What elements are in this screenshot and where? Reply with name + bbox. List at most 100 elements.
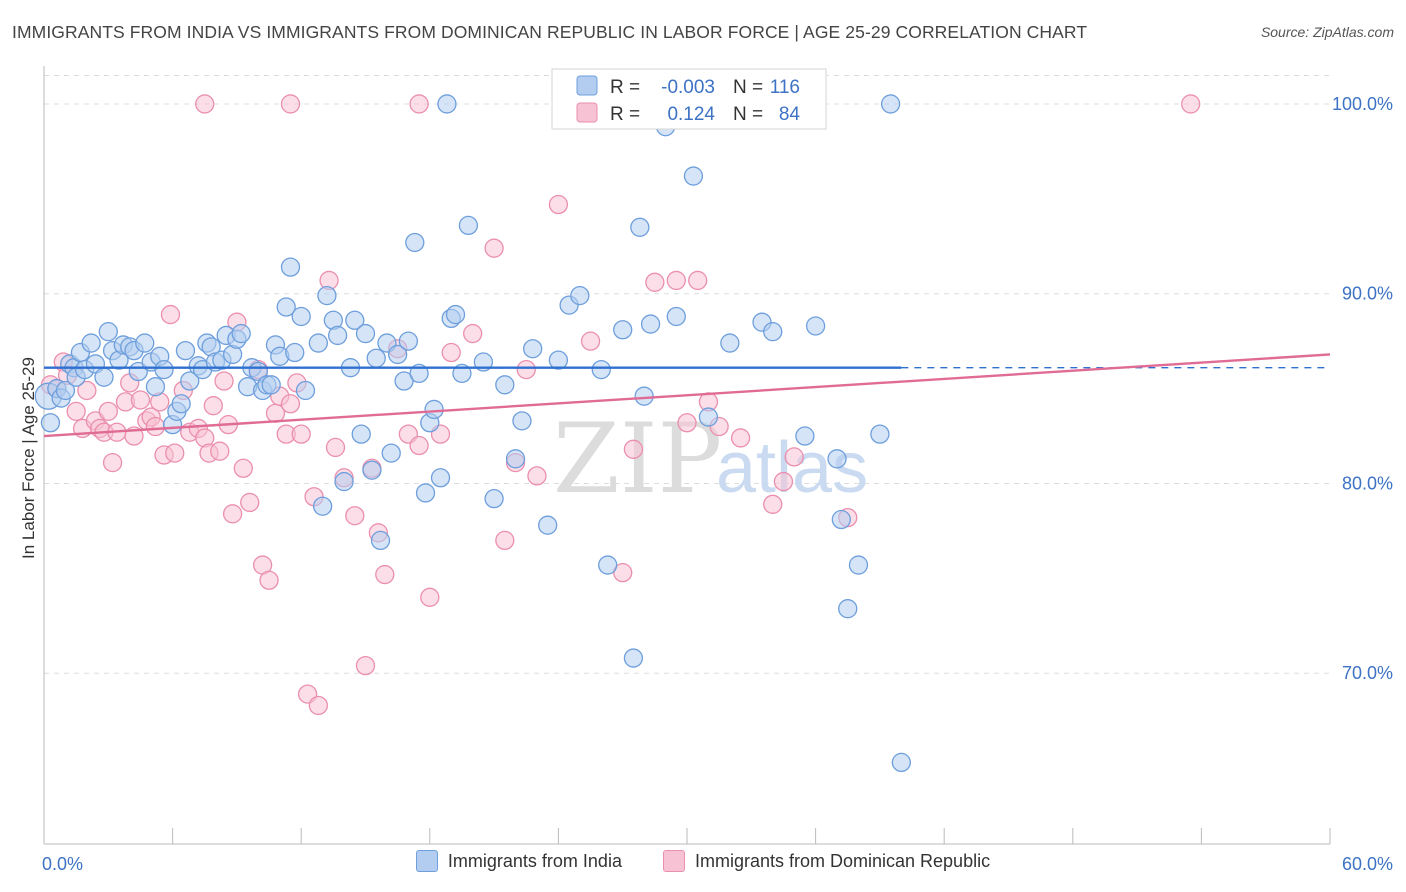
data-point-dominican-republic xyxy=(222,504,243,524)
data-point-india xyxy=(634,386,654,406)
gridlines xyxy=(44,74,1330,674)
data-point-dominican-republic xyxy=(666,270,686,291)
x-tick-label-min: 0.0% xyxy=(42,854,83,874)
data-point-india xyxy=(640,314,661,334)
trend-lines xyxy=(43,353,1331,438)
data-point-dominican-republic xyxy=(214,371,234,391)
data-point-india xyxy=(698,407,719,427)
chart-title: IMMIGRANTS FROM INDIA VS IMMIGRANTS FROM… xyxy=(12,22,1088,42)
data-point-india xyxy=(484,488,504,509)
data-point-india xyxy=(81,333,101,353)
source-note: Source: ZipAtlas.com xyxy=(1260,24,1394,40)
data-point-india xyxy=(445,304,466,325)
data-point-dominican-republic xyxy=(677,413,697,433)
data-point-dominican-republic xyxy=(233,458,253,478)
data-point-india xyxy=(285,342,305,363)
data-point-india xyxy=(795,426,815,446)
data-point-india xyxy=(327,325,348,346)
data-point-india xyxy=(317,285,337,306)
data-point-india xyxy=(891,752,911,773)
data-point-india xyxy=(261,375,281,395)
data-point-dominican-republic xyxy=(548,194,569,215)
data-point-dominican-republic xyxy=(325,437,346,458)
data-point-india xyxy=(831,509,851,530)
data-point-dominican-republic xyxy=(784,447,804,467)
data-point-dominican-republic xyxy=(375,564,395,585)
data-point-india xyxy=(154,359,174,380)
series-dominican-republic-points xyxy=(40,94,1201,716)
x-tick-labels: 0.0% 60.0% xyxy=(42,854,1393,874)
y-tick-label: 90.0% xyxy=(1342,284,1393,304)
axes xyxy=(43,66,1331,845)
data-point-dominican-republic xyxy=(495,530,515,551)
data-point-india xyxy=(613,320,633,340)
data-point-dominican-republic xyxy=(308,695,328,716)
legend-item-india[interactable]: Immigrants from India xyxy=(415,850,622,872)
data-point-india xyxy=(623,648,644,668)
dr-n-value: 84 xyxy=(779,104,801,125)
legend-item-dominican-republic[interactable]: Immigrants from Dominican Republic xyxy=(662,850,990,872)
data-point-dominican-republic xyxy=(527,466,547,486)
data-point-india xyxy=(145,377,166,397)
data-point-india xyxy=(55,380,76,401)
data-point-india xyxy=(370,530,391,551)
data-point-india xyxy=(387,344,408,365)
data-point-india xyxy=(720,333,740,353)
data-point-india xyxy=(40,413,61,433)
data-point-india xyxy=(848,555,869,575)
data-point-india xyxy=(175,340,196,361)
data-point-india xyxy=(505,449,526,469)
data-point-india xyxy=(362,460,382,480)
data-point-dominican-republic xyxy=(409,94,429,114)
data-point-dominican-republic xyxy=(355,655,376,676)
data-point-india xyxy=(827,449,847,469)
data-point-dominican-republic xyxy=(145,416,166,437)
legend-label-india: Immigrants from India xyxy=(447,850,622,871)
india-r-value: -0.003 xyxy=(661,77,715,98)
data-point-dominican-republic xyxy=(345,506,365,526)
data-point-dominican-republic xyxy=(102,452,123,473)
data-point-dominican-republic xyxy=(160,304,181,325)
data-point-india xyxy=(276,297,296,317)
data-point-dominican-republic xyxy=(730,428,751,448)
legend-swatch-india xyxy=(415,850,438,872)
data-point-dominican-republic xyxy=(409,435,429,456)
data-point-dominican-republic xyxy=(613,562,633,583)
data-point-india xyxy=(538,515,558,535)
data-point-india xyxy=(570,285,590,306)
data-point-india xyxy=(598,555,618,575)
x-tick-label-max: 60.0% xyxy=(1342,854,1393,874)
series-india-points xyxy=(34,94,911,773)
data-point-dominican-republic xyxy=(484,238,504,258)
data-point-india xyxy=(280,257,301,277)
data-point-dominican-republic xyxy=(195,94,215,114)
data-point-india xyxy=(405,232,425,253)
data-point-dominican-republic xyxy=(420,587,440,607)
data-point-india xyxy=(180,371,200,391)
data-point-dominican-republic xyxy=(240,492,260,513)
y-axis-label: In Labor Force | Age 25-29 xyxy=(19,357,38,559)
data-point-india xyxy=(683,166,704,186)
data-point-dominican-republic xyxy=(688,270,708,291)
data-point-india xyxy=(430,468,451,488)
data-point-dominican-republic xyxy=(516,359,536,380)
data-point-india xyxy=(312,496,333,516)
data-point-dominican-republic xyxy=(645,272,665,292)
data-point-dominican-republic xyxy=(441,342,461,363)
data-point-india xyxy=(291,306,311,327)
data-point-dominican-republic xyxy=(259,570,279,590)
data-point-india xyxy=(355,323,376,344)
dr-n-label: N = xyxy=(733,104,763,125)
data-point-india xyxy=(415,483,436,503)
data-point-india xyxy=(381,443,401,463)
data-point-dominican-republic xyxy=(280,394,301,414)
data-point-india xyxy=(630,217,650,237)
india-r-label: R = xyxy=(610,77,640,98)
data-point-india xyxy=(424,399,444,420)
data-point-dominican-republic xyxy=(580,331,601,351)
trend-line-dominican-republic xyxy=(43,353,1331,438)
data-point-dominican-republic xyxy=(130,390,151,410)
data-point-dominican-republic xyxy=(291,424,311,444)
data-point-dominican-republic xyxy=(98,401,118,422)
